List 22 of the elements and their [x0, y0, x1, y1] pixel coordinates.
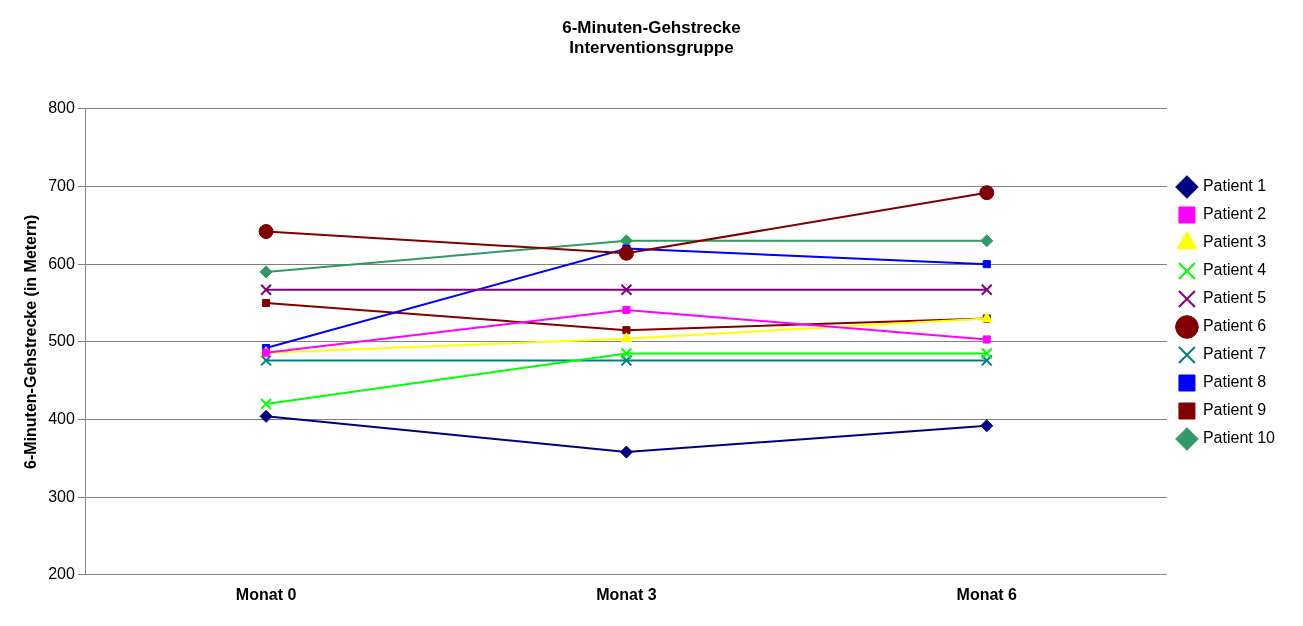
x-tick-label: Monat 3	[596, 585, 657, 603]
legend-label: Patient 10	[1202, 429, 1276, 447]
y-tick-label: 400	[48, 409, 75, 427]
legend-label: Patient 5	[1202, 289, 1267, 307]
y-tick-label: 800	[48, 99, 75, 117]
legend-label: Patient 7	[1202, 345, 1267, 363]
legend-label: Patient 6	[1202, 317, 1267, 335]
y-tick-label: 200	[48, 565, 75, 583]
y-tick-label: 700	[48, 176, 75, 194]
x-tick-label: Monat 6	[956, 585, 1018, 603]
legend-label: Patient 3	[1202, 233, 1267, 251]
legend-label: Patient 1	[1202, 177, 1267, 195]
chart-title: 6-Minuten-Gehstrecke Interventionsgruppe	[562, 17, 741, 58]
x-tick-label: Monat 0	[235, 585, 297, 603]
y-tick-label: 300	[48, 487, 75, 505]
y-tick-label: 500	[48, 332, 75, 350]
legend-label: Patient 9	[1202, 401, 1267, 419]
y-tick-label: 600	[48, 254, 75, 272]
legend-label: Patient 8	[1202, 373, 1267, 391]
y-axis-title: 6-Minuten-Gehstrecke (in Metern)	[22, 214, 40, 469]
legend-label: Patient 4	[1202, 261, 1267, 279]
legend-label: Patient 2	[1202, 205, 1267, 223]
